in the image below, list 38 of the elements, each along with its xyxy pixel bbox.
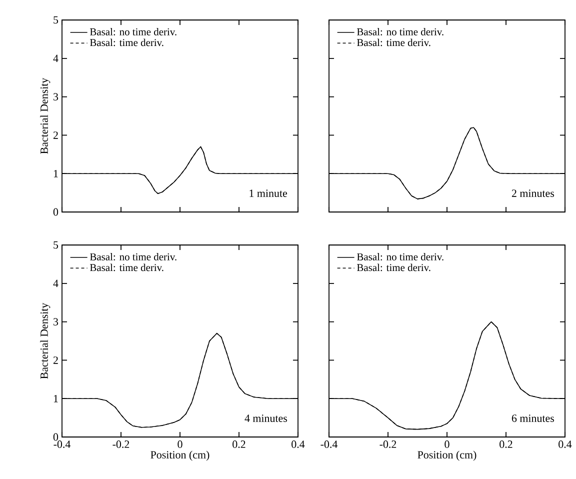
x-tick-label: 0.2 [232,440,246,448]
annotation: 2 minutes [512,190,554,197]
legend-label: Basal: no time deriv. [357,253,444,260]
y-axis-title: Bacterial Density [40,302,50,379]
legend-label: Basal: no time deriv. [90,28,176,36]
y-tick-label: 5 [54,16,58,24]
y-tick-label: 4 [53,280,58,288]
y-tick-label: 5 [54,241,58,249]
y-tick-label: 1 [54,394,58,402]
legend-label: Basal: time deriv. [90,38,164,46]
x-tick-label: -0.2 [112,440,130,448]
x-tick-label: 0 [178,440,182,448]
x-tick-label: -0.4 [54,440,71,448]
x-tick-label: -0.4 [320,440,338,448]
x-tick-label: -0.2 [380,440,396,448]
annotation: 4 minutes [244,414,287,422]
y-tick-label: 2 [53,132,58,139]
x-tick-label: 0 [444,440,450,448]
x-tick-label: 0.4 [292,440,305,448]
y-tick-label: 0 [53,433,58,441]
x-tick-label: 0.4 [558,440,572,448]
legend-label: Basal: time deriv. [90,264,164,272]
y-tick-label: 2 [53,356,58,364]
x-tick-label: 0.2 [500,440,512,448]
legend-label: Basal: time deriv. [357,264,430,272]
legend-label: Basal: no time deriv. [90,253,176,260]
x-axis-title: Position (cm) [418,450,476,461]
y-tick-label: 0 [53,208,58,216]
legend-label: Basal: time deriv. [357,38,430,46]
y-tick-label: 4 [53,54,58,62]
y-tick-label: 3 [54,318,58,326]
annotation: 1 minute [250,190,288,197]
y-axis-title: Bacterial Density [40,78,50,154]
y-tick-label: 3 [54,93,58,100]
annotation: 6 minutes [512,414,554,422]
x-axis-title: Position (cm) [150,450,210,461]
y-tick-label: 1 [54,170,58,178]
legend-label: Basal: no time deriv. [357,28,444,36]
